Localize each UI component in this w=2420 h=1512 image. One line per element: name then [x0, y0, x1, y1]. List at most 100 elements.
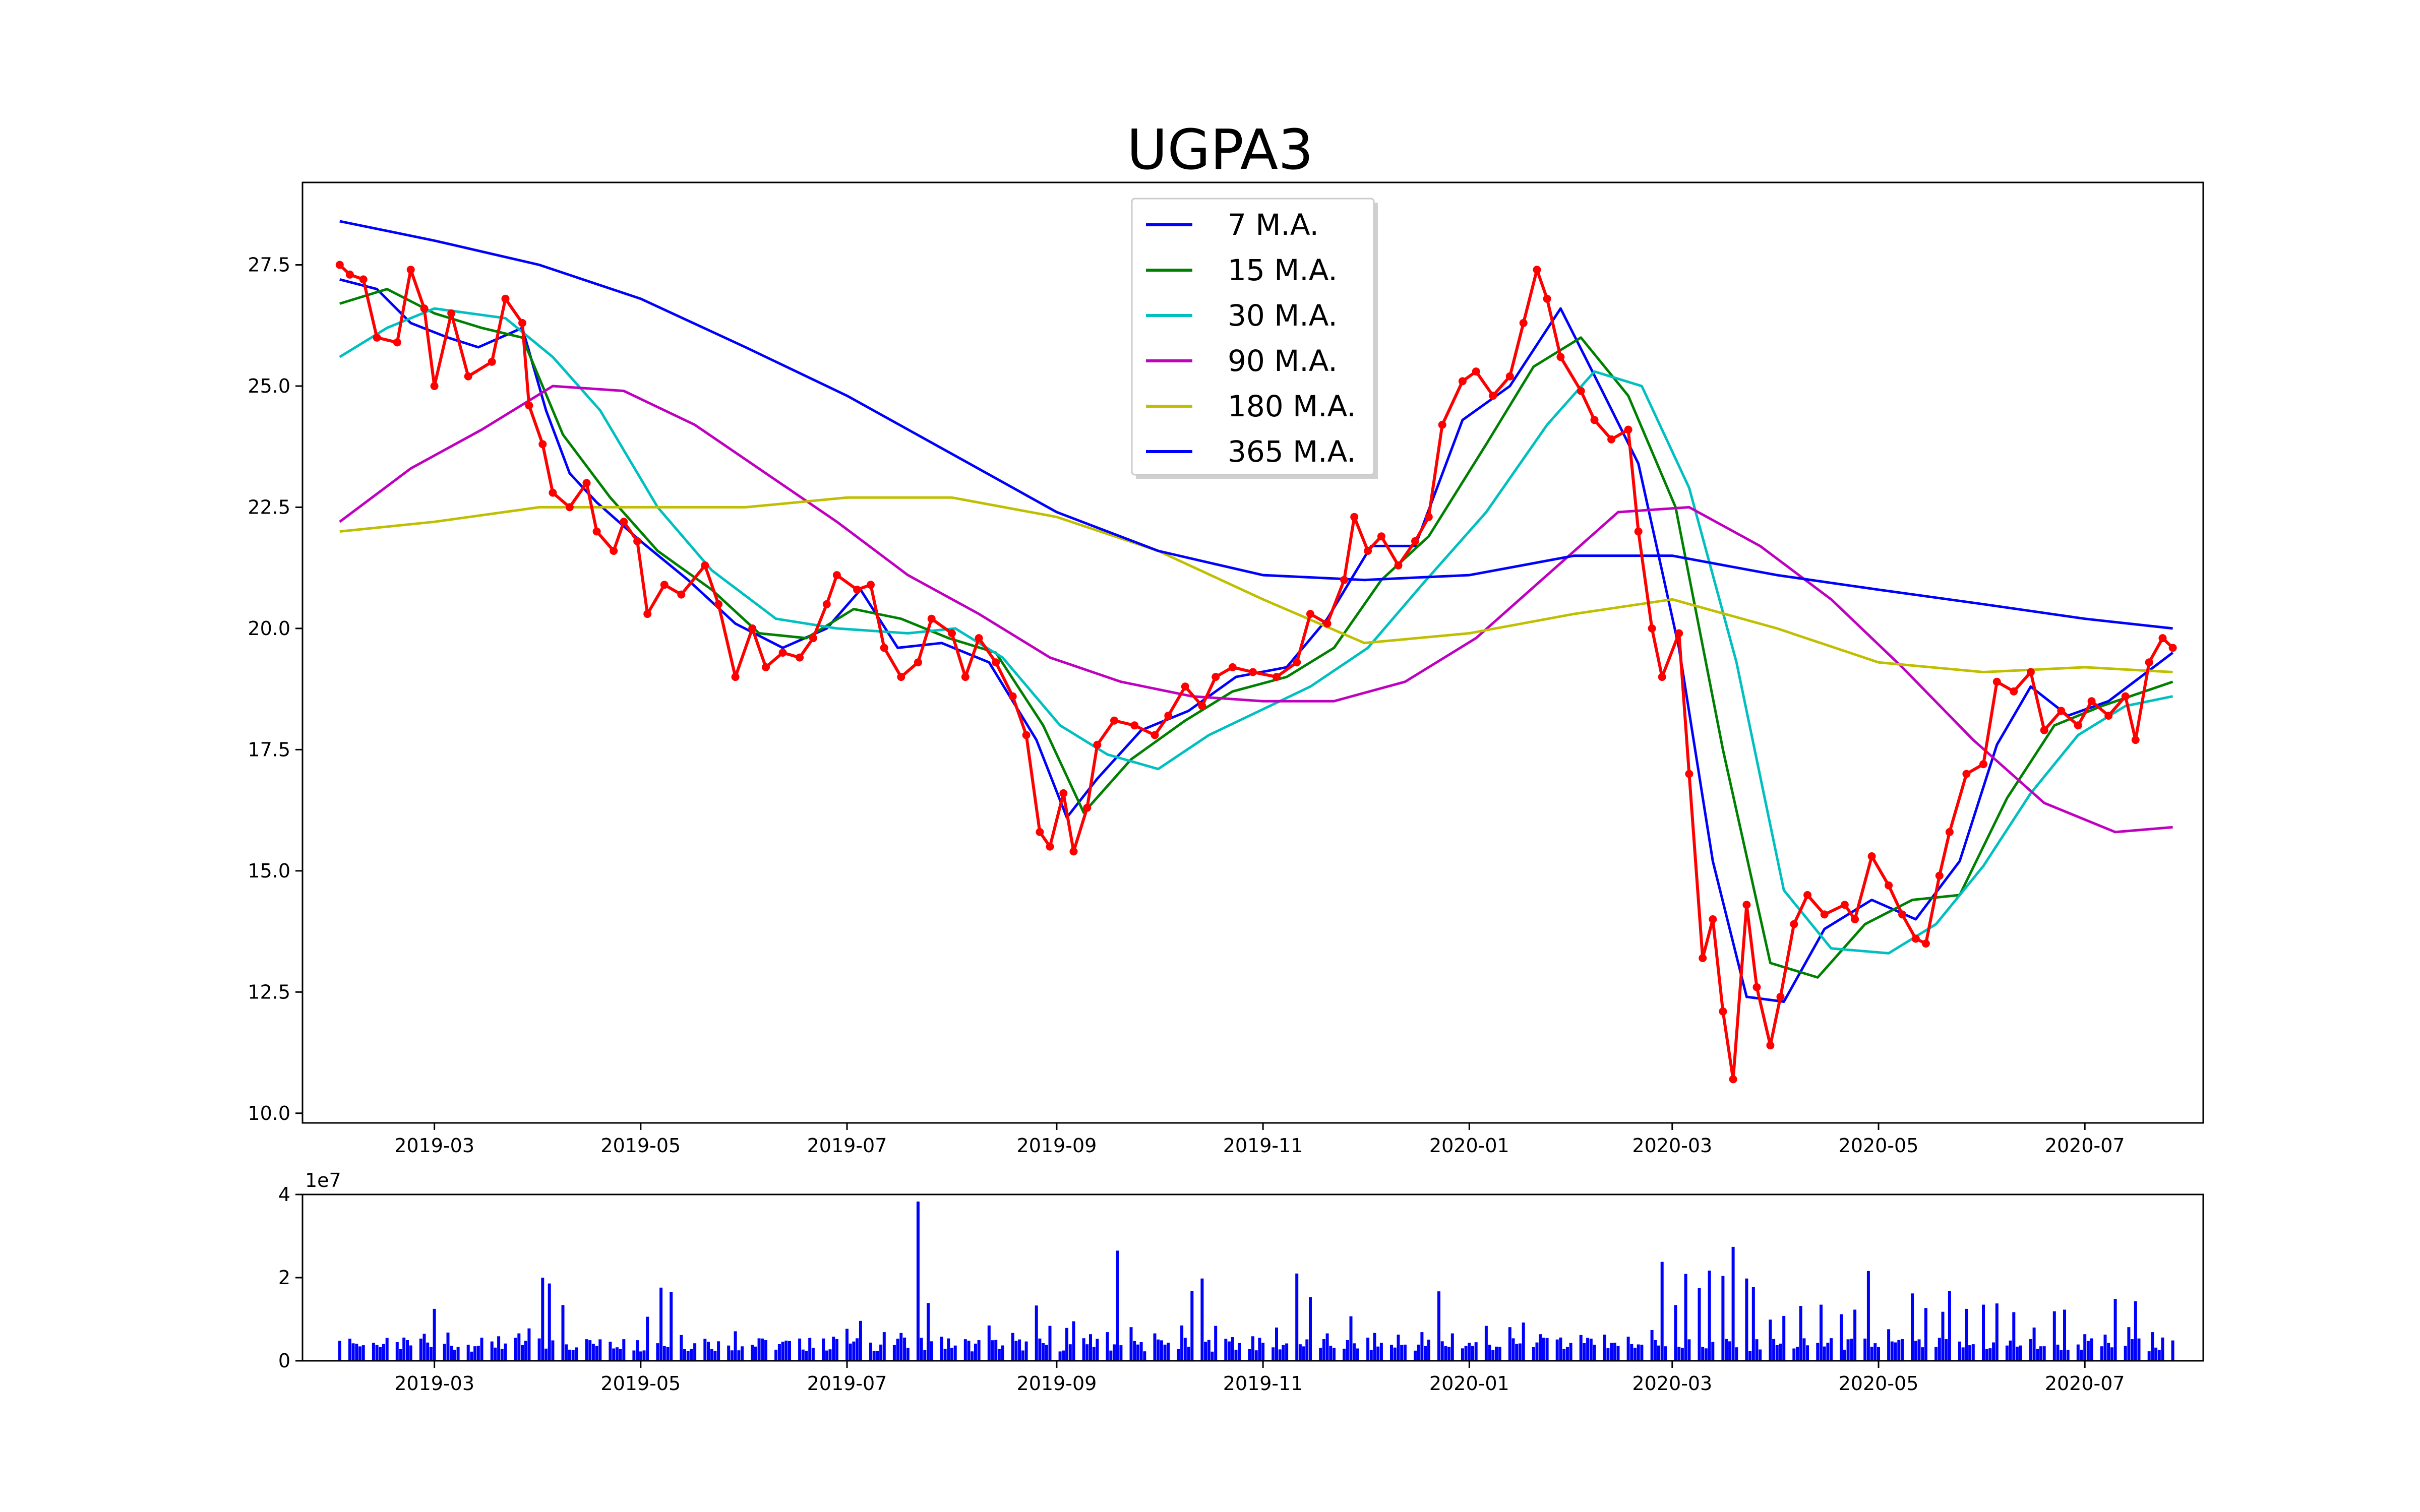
price-point: [1752, 983, 1761, 991]
volume-bar: [1961, 1347, 1965, 1361]
price-point: [2168, 644, 2177, 652]
price-point: [643, 610, 652, 618]
volume-chart-ticks: 0 2 4 2019-03 2019-05 2019-07 2019-09 2019-11 20…: [278, 1183, 2125, 1395]
volume-bar: [1238, 1343, 1241, 1361]
volume-bar: [500, 1349, 504, 1361]
volume-bar: [832, 1337, 835, 1361]
volume-bar: [2100, 1346, 2103, 1361]
volume-bar: [2110, 1347, 2113, 1361]
volume-bar: [1272, 1347, 1275, 1361]
volume-bar: [1674, 1305, 1677, 1361]
price-point: [1069, 847, 1078, 856]
price-point: [1093, 740, 1102, 749]
price-point: [1962, 770, 1971, 778]
volume-bar: [940, 1337, 943, 1361]
volume-bar: [1113, 1344, 1116, 1361]
volume-bar: [473, 1346, 477, 1361]
volume-bar: [1234, 1350, 1238, 1361]
volume-bar: [899, 1333, 903, 1361]
volume-bar: [1816, 1343, 1820, 1361]
price-point: [1729, 1075, 1737, 1084]
volume-bar: [1190, 1291, 1194, 1361]
volume-bar: [1038, 1338, 1042, 1361]
volume-bar: [967, 1341, 971, 1361]
volume-bar: [419, 1338, 422, 1361]
volume-x-tick-label: 2020-05: [1839, 1372, 1919, 1395]
price-point: [488, 357, 496, 366]
volume-bar: [615, 1347, 619, 1361]
volume-bar: [1995, 1303, 1999, 1361]
price-point: [1293, 658, 1301, 667]
volume-bar: [2154, 1347, 2158, 1361]
volume-bar: [1167, 1343, 1170, 1361]
price-point: [1820, 910, 1829, 919]
volume-bar: [845, 1329, 849, 1361]
volume-bar: [1640, 1345, 1644, 1361]
price-point: [592, 527, 601, 536]
volume-bar: [1133, 1341, 1136, 1361]
volume-bar: [544, 1348, 548, 1361]
volume-bar: [1116, 1250, 1119, 1361]
volume-bar: [734, 1331, 737, 1361]
y-tick-label: 25.0: [248, 375, 290, 397]
price-point: [345, 270, 354, 279]
volume-bar: [1231, 1337, 1234, 1361]
price-point: [731, 673, 740, 681]
legend-label: 365 M.A.: [1228, 434, 1356, 469]
volume-bar: [1204, 1342, 1207, 1361]
volume-bar: [1390, 1345, 1393, 1361]
volume-bar: [994, 1340, 998, 1361]
y-tick-label: 10.0: [248, 1102, 290, 1124]
price-point: [620, 518, 628, 526]
volume-bar: [1565, 1347, 1569, 1361]
volume-bar: [1850, 1339, 1853, 1361]
volume-bar: [1298, 1344, 1302, 1361]
volume-bar: [656, 1343, 659, 1361]
legend-label: 15 M.A.: [1228, 253, 1338, 287]
volume-bar: [517, 1333, 521, 1361]
volume-bar: [524, 1341, 527, 1361]
volume-bar: [777, 1344, 781, 1361]
volume-bar: [1945, 1339, 1948, 1361]
volume-x-tick-label: 2019-09: [1017, 1372, 1097, 1395]
volume-bar: [1163, 1344, 1167, 1361]
volume-bar: [1254, 1350, 1258, 1361]
volume-offset-label: 1e7: [305, 1169, 341, 1191]
volume-bar: [1985, 1349, 1988, 1361]
volume-x-tick-label: 2019-11: [1223, 1372, 1303, 1395]
x-tick-label: 2020-05: [1839, 1135, 1919, 1157]
price-point: [1198, 702, 1206, 710]
volume-bar: [1634, 1348, 1637, 1361]
volume-bar: [612, 1348, 616, 1361]
price-point: [762, 663, 770, 671]
volume-bar: [1735, 1347, 1738, 1361]
volume-bar: [1680, 1348, 1684, 1361]
volume-bar: [1376, 1346, 1380, 1361]
volume-bar: [372, 1343, 375, 1361]
volume-bar: [514, 1338, 517, 1361]
volume-bar: [2066, 1350, 2070, 1361]
price-point: [1458, 377, 1467, 386]
volume-bar: [1775, 1345, 1779, 1361]
volume-bar: [737, 1350, 741, 1361]
volume-bar: [1515, 1344, 1519, 1361]
volume-bar: [971, 1351, 974, 1361]
volume-bar: [2012, 1312, 2016, 1361]
volume-bar: [1258, 1338, 1261, 1361]
volume-x-tick-label: 2019-07: [807, 1372, 887, 1395]
volume-bar: [1464, 1346, 1468, 1361]
volume-bar: [947, 1338, 950, 1361]
ma-line-4: [339, 496, 2173, 673]
volume-bar: [2083, 1334, 2087, 1361]
price-point: [1438, 420, 1446, 429]
volume-bar: [953, 1345, 957, 1361]
y-tick-label: 17.5: [248, 738, 290, 761]
volume-bar: [1058, 1351, 1062, 1361]
volume-bar: [903, 1337, 906, 1361]
price-point: [809, 634, 817, 643]
volume-bar: [1349, 1316, 1353, 1361]
volume-bar: [1508, 1327, 1511, 1361]
volume-bar: [1535, 1342, 1539, 1361]
price-point: [1979, 760, 1987, 769]
ma-line-5: [339, 220, 2173, 630]
